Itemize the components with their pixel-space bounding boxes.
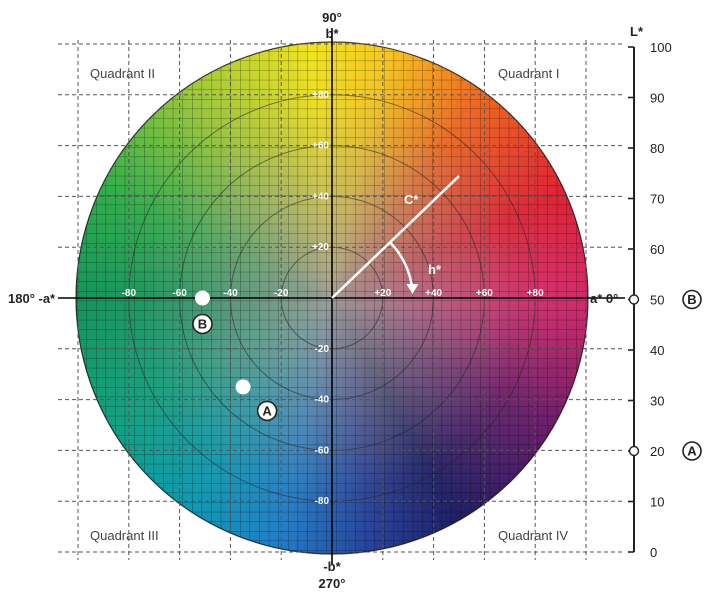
sample-label-a: A — [262, 403, 272, 418]
b-tick-label: -80 — [315, 496, 330, 507]
sample-badge-b — [192, 313, 213, 335]
color-disc — [76, 42, 588, 554]
l-tick-label: 70 — [650, 192, 664, 207]
hue-label: h* — [428, 262, 442, 277]
l-tick-label: 0 — [650, 545, 657, 560]
bottom-angle-label: 270° — [319, 576, 346, 591]
hue-arc-arrowhead — [406, 284, 419, 294]
b-tick-label: +20 — [312, 242, 329, 253]
l-marker-dot-a — [628, 445, 640, 457]
b-axis-label: b* — [326, 26, 340, 41]
l-marker-label-a: A — [687, 444, 697, 459]
a-axis-label: a* 0° — [590, 291, 618, 306]
a-tick-label: +60 — [476, 288, 493, 299]
quadrant-2-label: Quadrant II — [90, 66, 155, 81]
quadrant-1-label: Quadrant I — [498, 66, 559, 81]
a-tick-label: -40 — [223, 288, 238, 299]
a-tick-label: +80 — [527, 288, 544, 299]
b-tick-label: -60 — [315, 445, 330, 456]
sample-badge-a — [256, 400, 278, 422]
quadrant-3-label: Quadrant III — [90, 528, 159, 543]
l-tick-label: 20 — [650, 444, 664, 459]
l-scale-title: L* — [630, 24, 644, 39]
neg-a-axis-label: 180° -a* — [8, 291, 56, 306]
l-marker-badge-a — [682, 441, 702, 461]
a-tick-label: +40 — [425, 288, 442, 299]
l-tick-label: 100 — [650, 40, 672, 55]
l-tick-label: 80 — [650, 141, 664, 156]
a-tick-label: -80 — [122, 288, 137, 299]
sample-label-b: B — [198, 317, 207, 332]
b-tick-label: -20 — [315, 344, 330, 355]
a-tick-label: +20 — [374, 288, 391, 299]
sample-dot-b — [194, 290, 210, 306]
l-tick-label: 10 — [650, 495, 664, 510]
l-tick-label: 50 — [650, 293, 664, 308]
l-tick-label: 40 — [650, 343, 664, 358]
b-tick-label: -40 — [315, 395, 330, 406]
chroma-label: C* — [404, 192, 419, 207]
dashed-grid — [58, 40, 625, 560]
a-axis-tick-labels: -80 -60 -40 -20 +20 +40 +60 +80 — [122, 288, 545, 299]
l-tick-label: 30 — [650, 394, 664, 409]
l-marker-label-b: B — [687, 292, 696, 307]
chroma-vector — [331, 175, 460, 299]
b-tick-label: +40 — [312, 191, 329, 202]
a-tick-label: -60 — [172, 288, 187, 299]
l-marker-badge-b — [682, 289, 702, 310]
top-angle-label: 90° — [322, 10, 342, 25]
sample-dot-a — [235, 379, 251, 395]
b-axis-tick-labels: +80 +60 +40 +20 -20 -40 -60 -80 — [312, 90, 329, 507]
l-tick-label: 90 — [650, 91, 664, 106]
a-tick-label: -20 — [274, 288, 289, 299]
b-tick-label: +60 — [312, 141, 329, 152]
l-marker-dot-b — [628, 294, 640, 305]
l-tick-label: 60 — [650, 242, 664, 257]
b-tick-label: +80 — [312, 90, 329, 101]
sample-markers: AB — [192, 290, 278, 422]
quadrant-4-label: Quadrant IV — [498, 528, 568, 543]
neg-b-axis-label: -b* — [323, 559, 341, 574]
